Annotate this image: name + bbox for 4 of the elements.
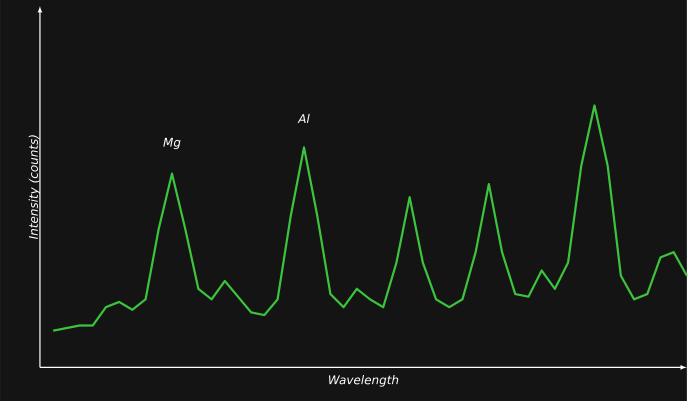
annotation: Al bbox=[298, 114, 310, 123]
annotation: Mg bbox=[163, 138, 180, 149]
x-axis-title: Wavelength bbox=[328, 374, 398, 386]
y-axis-title: Intensity (counts) bbox=[28, 135, 40, 239]
